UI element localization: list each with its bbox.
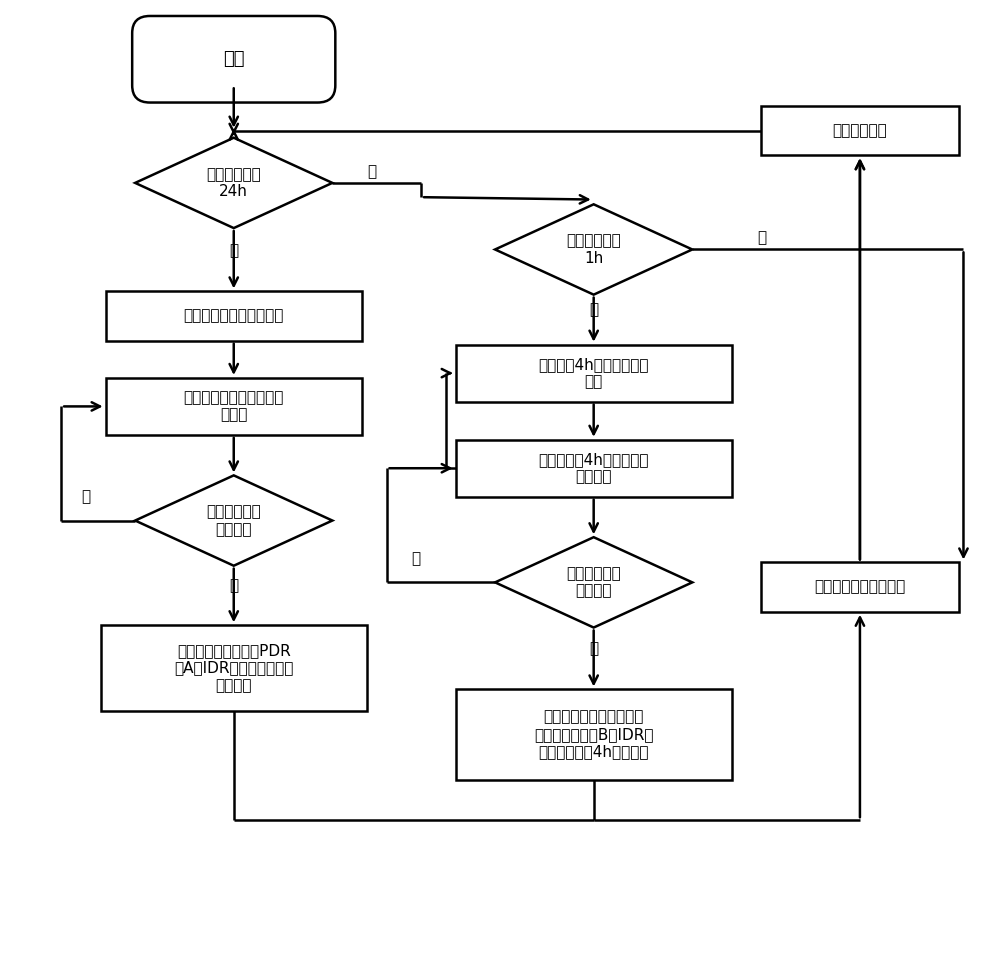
Text: 获取目前风电负荷预测值: 获取目前风电负荷预测值 (184, 309, 284, 323)
Bar (106, 291, 362, 341)
Bar (761, 563, 959, 612)
Text: 判定是否满足
系统约束: 判定是否满足 系统约束 (566, 566, 621, 598)
Text: 否: 否 (81, 489, 90, 505)
Text: 否: 否 (367, 164, 376, 179)
Bar (101, 625, 367, 711)
Text: 判定是否到达
1h: 判定是否到达 1h (566, 234, 621, 265)
Bar (761, 106, 959, 155)
Text: 获取未来4h内风电负荷预
测值: 获取未来4h内风电负荷预 测值 (538, 357, 649, 389)
Text: 以系统日内4h运行成本最
小为目标: 以系统日内4h运行成本最 小为目标 (538, 452, 649, 484)
Text: 以系统日前运行成本最小
为目标: 以系统日前运行成本最小 为目标 (184, 390, 284, 423)
Text: 判定是否满足
系统约束: 判定是否满足 系统约束 (206, 505, 261, 537)
Text: 否: 否 (757, 231, 766, 245)
Text: 执行下一小时调度计划: 执行下一小时调度计划 (814, 580, 906, 594)
FancyBboxPatch shape (132, 16, 335, 102)
Polygon shape (495, 538, 692, 627)
Text: 确定常规机组启停、PDR
和A类IDR大小，制定日前
调度计划: 确定常规机组启停、PDR 和A类IDR大小，制定日前 调度计划 (174, 643, 293, 693)
Bar (456, 345, 732, 401)
Text: 是: 是 (589, 642, 598, 656)
Text: 是: 是 (589, 303, 598, 317)
Polygon shape (135, 476, 332, 565)
Polygon shape (135, 138, 332, 228)
Bar (106, 378, 362, 435)
Text: 判定是否到达
24h: 判定是否到达 24h (206, 167, 261, 199)
Text: 是: 是 (229, 242, 238, 258)
Polygon shape (495, 205, 692, 294)
Text: 否: 否 (412, 551, 421, 566)
Bar (456, 440, 732, 497)
Bar (456, 689, 732, 780)
Text: 开始: 开始 (223, 50, 245, 69)
Text: 确定日内常规机组出力和
调峰机组启停，B类IDR大
小，制定日内4h调度计划: 确定日内常规机组出力和 调峰机组启停，B类IDR大 小，制定日内4h调度计划 (534, 709, 653, 759)
Text: 下一调度时间: 下一调度时间 (833, 124, 887, 138)
Text: 是: 是 (229, 578, 238, 593)
